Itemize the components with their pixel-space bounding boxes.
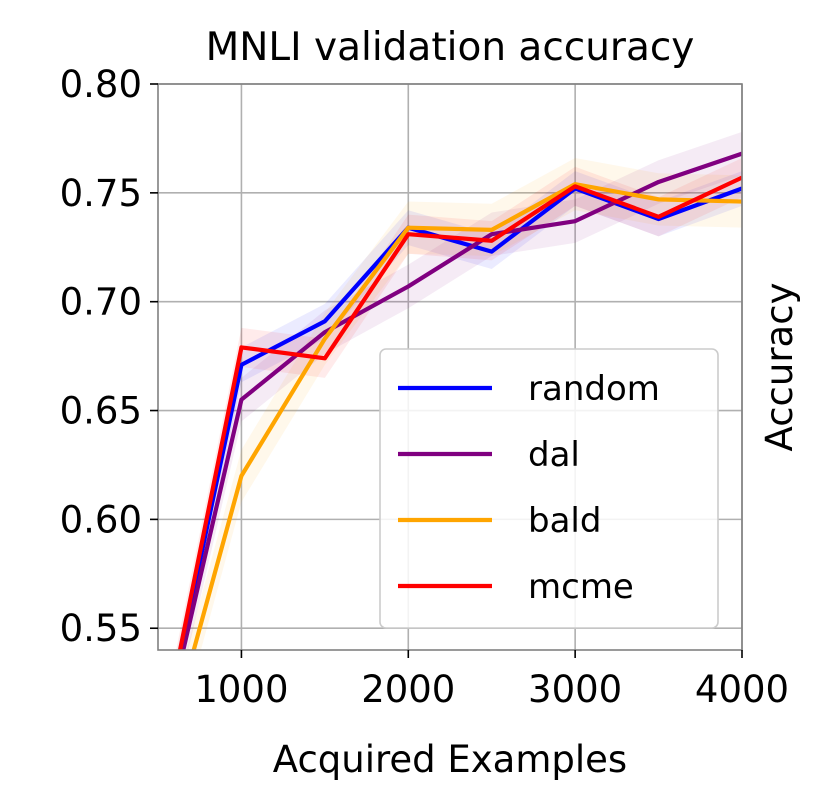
legend-box: [379, 348, 719, 629]
x-tick-label: 2000: [361, 668, 455, 711]
legend-label-bald: bald: [528, 501, 601, 541]
x-axis-label: Acquired Examples: [273, 738, 627, 781]
series-line-dal: [181, 151, 742, 650]
series-line-bald: [191, 182, 742, 650]
plot-frame: [157, 83, 743, 651]
x-ticks: 1000 2000 3000 4000: [194, 650, 789, 711]
x-tick-label: 4000: [695, 668, 789, 711]
y-tick-label: 0.60: [60, 498, 142, 541]
lines-layer: [177, 151, 742, 650]
y-tick-label: 0.65: [60, 390, 142, 433]
series-line-mcme: [177, 175, 742, 650]
y-ticks: 0.55 0.60 0.65 0.70 0.75 0.80: [60, 63, 158, 650]
y-tick-label: 0.80: [60, 63, 142, 106]
x-tick-label: 1000: [194, 668, 288, 711]
confidence-band-dal: [178, 131, 742, 650]
y-tick-label: 0.70: [60, 281, 142, 324]
legend-label-mcme: mcme: [528, 567, 634, 607]
y-axis-label: Accuracy: [758, 283, 801, 452]
legend-label-random: random: [528, 369, 660, 409]
y-tick-label: 0.55: [60, 607, 142, 650]
y-tick-label: 0.75: [60, 172, 142, 215]
legend-label-dal: dal: [528, 435, 580, 475]
x-tick-label: 3000: [528, 668, 622, 711]
chart-title: MNLI validation accuracy: [206, 25, 695, 70]
confidence-band-random: [177, 171, 742, 650]
legend: random dal bald mcme: [379, 348, 719, 629]
